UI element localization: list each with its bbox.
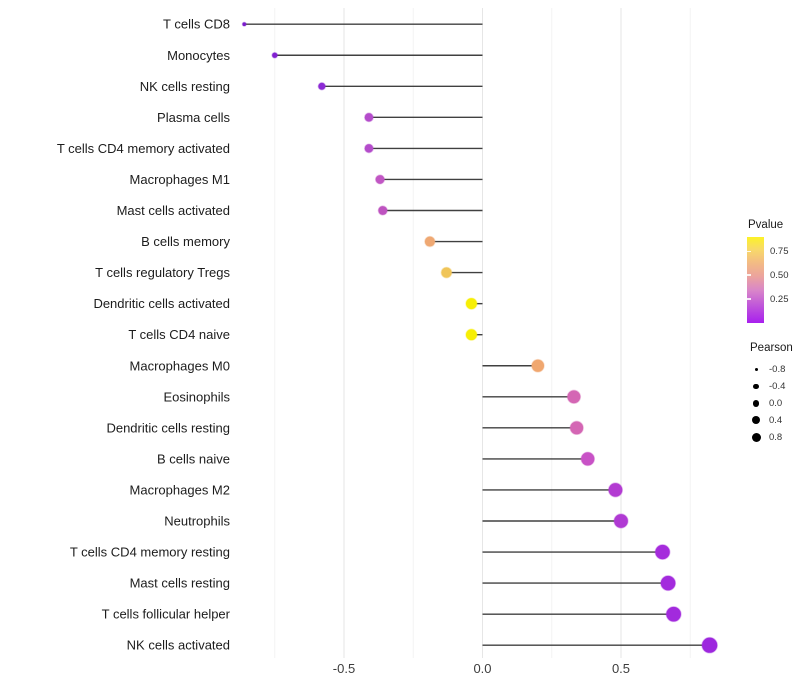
- lollipop-point: [665, 606, 682, 623]
- pearson-size-label: 0.4: [769, 414, 783, 426]
- x-axis-tick-label: 0.0: [473, 661, 491, 676]
- y-axis-label: B cells memory: [141, 234, 230, 249]
- lollipop-point: [241, 21, 247, 27]
- y-axis-label: T cells regulatory Tregs: [95, 265, 230, 280]
- pearson-size-dot: [752, 399, 760, 407]
- y-axis-label: Macrophages M2: [130, 482, 230, 497]
- y-axis-label: Macrophages M1: [130, 172, 230, 187]
- y-axis-label: NK cells resting: [140, 79, 230, 94]
- lollipop-point: [660, 575, 677, 592]
- lollipop-point: [377, 205, 388, 216]
- pvalue-tick-label: 0.50: [770, 269, 789, 281]
- lollipop-point: [531, 358, 545, 373]
- pvalue-tick-notch: [747, 298, 751, 300]
- lollipop-point: [613, 513, 629, 529]
- y-axis-label: Mast cells resting: [130, 576, 230, 591]
- pvalue-tick-notch: [747, 274, 751, 276]
- pvalue-tick-notch: [747, 250, 751, 253]
- lollipop-point: [465, 297, 478, 310]
- y-axis-label: Macrophages M0: [130, 358, 230, 373]
- lollipop-point: [374, 174, 386, 185]
- pvalue-tick-label: 0.75: [770, 245, 789, 257]
- pearson-size-dot: [752, 416, 760, 425]
- lollipop-point: [701, 636, 718, 654]
- lollipop-point: [569, 420, 584, 436]
- pearson-legend-title: Pearson: [750, 342, 793, 354]
- x-axis-tick-label: -0.5: [333, 661, 355, 676]
- y-axis-label: T cells CD4 memory resting: [70, 545, 230, 560]
- pearson-size-dot: [753, 383, 759, 389]
- x-axis-tick-label: 0.5: [612, 661, 630, 676]
- y-axis-label: T cells CD4 memory activated: [57, 141, 230, 156]
- y-axis-label: Neutrophils: [164, 514, 230, 529]
- lollipop-point: [317, 82, 327, 91]
- pearson-size-dot: [754, 367, 758, 371]
- lollipop-point: [607, 482, 623, 498]
- pearson-size-label: 0.0: [769, 397, 783, 409]
- pearson-size-label: -0.4: [769, 380, 786, 392]
- lollipop-point: [654, 544, 671, 560]
- y-axis-label: Monocytes: [167, 48, 230, 63]
- lollipop-point: [580, 451, 596, 467]
- pearson-size-dot: [751, 432, 761, 442]
- lollipop-point: [424, 235, 436, 248]
- pearson-size-label: 0.8: [769, 431, 783, 443]
- lollipop-point: [364, 143, 374, 154]
- pvalue-tick-label: 0.25: [770, 293, 789, 305]
- lollipop-point: [364, 112, 374, 123]
- y-axis-label: Eosinophils: [164, 389, 231, 404]
- lollipop-point: [271, 51, 279, 59]
- y-axis-label: Dendritic cells activated: [93, 296, 230, 311]
- lollipop-point: [440, 266, 453, 279]
- pvalue-colorbar: [747, 237, 764, 323]
- y-axis-label: Mast cells activated: [117, 203, 230, 218]
- lollipop-point: [465, 328, 478, 341]
- y-axis-label: Dendritic cells resting: [106, 420, 230, 435]
- y-axis-label: NK cells activated: [127, 638, 230, 653]
- y-axis-label: T cells follicular helper: [102, 607, 231, 622]
- pearson-size-label: -0.8: [769, 363, 786, 375]
- pvalue-legend-title: Pvalue: [748, 219, 784, 231]
- lollipop-point: [566, 389, 582, 404]
- y-axis-label: Plasma cells: [157, 110, 230, 125]
- y-axis-label: T cells CD8: [163, 17, 230, 32]
- y-axis-label: B cells naive: [157, 451, 230, 466]
- y-axis-label: T cells CD4 naive: [128, 327, 230, 342]
